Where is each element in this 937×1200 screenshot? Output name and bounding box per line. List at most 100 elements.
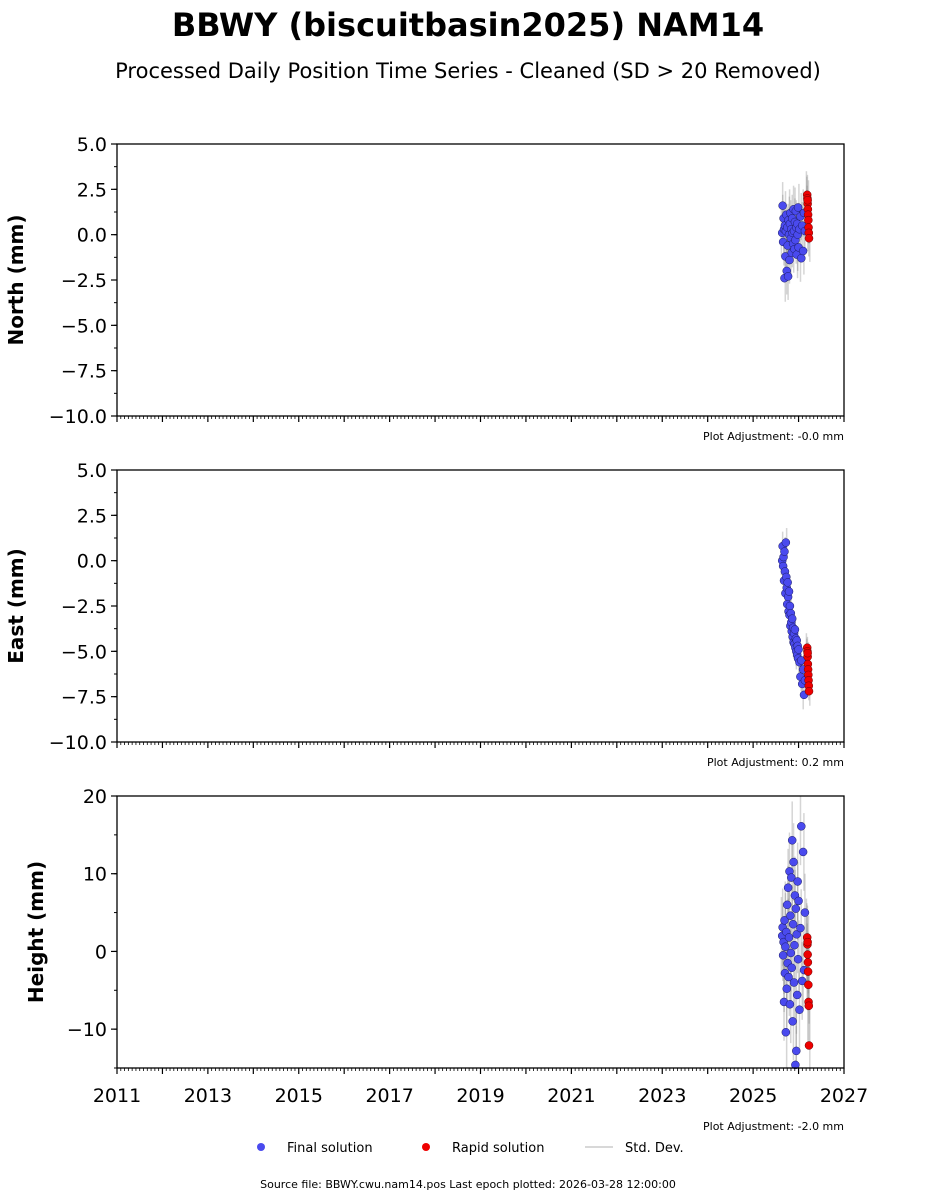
- rapid-point: [803, 950, 812, 959]
- chart-title: BBWY (biscuitbasin2025) NAM14: [172, 6, 764, 44]
- rapid-point: [804, 215, 813, 225]
- y-tick-label: 5.0: [77, 134, 107, 156]
- x-tick-label: 2019: [456, 1085, 504, 1107]
- legend-final-label: Final solution: [287, 1141, 373, 1156]
- final-point: [784, 587, 794, 596]
- x-tick-label: 2021: [547, 1085, 595, 1107]
- final-point: [781, 538, 791, 547]
- final-point: [778, 201, 787, 210]
- y-tick-label: −10.0: [49, 732, 107, 754]
- final-point: [797, 976, 807, 986]
- plot-frame: [116, 469, 845, 743]
- final-point: [795, 1005, 804, 1014]
- final-point: [794, 645, 803, 654]
- x-tick-label: 2015: [275, 1085, 323, 1107]
- legend-final-marker: [257, 1143, 265, 1151]
- y-axis-label: North (mm): [4, 214, 28, 345]
- final-point: [798, 847, 808, 857]
- panel-north: 5.0 2.5 0.0 −2.5 −5.0 −7.5 −10.0 North (mm) Plot…: [4, 134, 845, 443]
- final-point: [784, 972, 793, 982]
- y-tick-label: 0.0: [77, 551, 107, 573]
- plot-frame: [116, 143, 845, 417]
- final-point: [783, 883, 793, 892]
- final-point: [787, 873, 796, 882]
- final-point: [800, 908, 810, 917]
- final-point: [787, 836, 797, 845]
- panel-east: 5.0 2.5 0.0 −2.5 −5.0 −7.5 −10.0 East (mm) Plot …: [4, 460, 845, 769]
- final-point: [782, 900, 792, 910]
- x-tick-label: 2023: [638, 1085, 686, 1107]
- x-tick-label: 2027: [820, 1085, 868, 1107]
- final-point: [786, 911, 795, 920]
- y-axis-label: East (mm): [4, 548, 28, 664]
- legend-rapid-label: Rapid solution: [452, 1141, 544, 1156]
- x-tick-label: 2025: [729, 1085, 777, 1107]
- final-point: [784, 933, 794, 942]
- final-point: [793, 877, 802, 886]
- y-tick-label: 5.0: [77, 460, 107, 482]
- final-point: [796, 923, 805, 933]
- x-tick-label: 2013: [184, 1085, 232, 1107]
- rapid-point: [804, 234, 814, 243]
- plot-adjustment: Plot Adjustment: -2.0 mm: [703, 1120, 844, 1133]
- final-point: [787, 614, 797, 623]
- panel-height: 20 10 0 −10 2011 2013 2015 2017 2019 2021 2023 2025…: [24, 786, 868, 1133]
- final-point: [788, 1017, 797, 1026]
- y-tick-label: −7.5: [61, 361, 107, 383]
- final-point: [794, 896, 803, 906]
- final-point: [781, 1028, 791, 1037]
- rapid-point: [803, 648, 812, 658]
- final-point: [797, 822, 806, 831]
- final-point: [783, 578, 792, 587]
- final-point: [797, 656, 806, 665]
- final-point: [778, 951, 788, 960]
- y-axis-label: Height (mm): [24, 861, 48, 1003]
- y-tick-label: −2.5: [61, 270, 107, 292]
- plot-frame: [116, 795, 845, 1069]
- final-point: [797, 253, 806, 263]
- y-tick-label: 20: [83, 786, 107, 808]
- final-point: [783, 272, 793, 281]
- plot-adjustment: Plot Adjustment: 0.2 mm: [707, 756, 844, 769]
- rapid-point: [803, 958, 813, 967]
- legend-sd-label: Std. Dev.: [625, 1141, 684, 1156]
- y-tick-label: −10: [67, 1019, 107, 1041]
- y-tick-label: −10.0: [49, 406, 107, 428]
- rapid-point: [804, 1041, 814, 1050]
- final-point: [780, 547, 789, 556]
- y-tick-label: 0: [95, 941, 107, 963]
- final-point: [790, 625, 800, 634]
- legend-rapid-marker: [422, 1143, 430, 1151]
- rapid-point: [803, 195, 812, 205]
- x-tick-label: 2011: [93, 1085, 141, 1107]
- chart-subtitle: Processed Daily Position Time Series - C…: [115, 59, 821, 83]
- y-tick-label: 2.5: [77, 179, 107, 201]
- final-point: [785, 1000, 795, 1009]
- final-point: [781, 942, 790, 952]
- final-point: [786, 948, 796, 958]
- final-point: [793, 954, 803, 964]
- y-tick-label: −2.5: [61, 596, 107, 618]
- y-tick-label: 0.0: [77, 225, 107, 247]
- plot-adjustment: Plot Adjustment: -0.0 mm: [703, 430, 844, 443]
- y-tick-label: −5.0: [61, 315, 107, 337]
- rapid-point: [803, 937, 812, 947]
- final-point: [792, 1046, 801, 1056]
- final-point: [792, 990, 802, 1000]
- y-tick-label: 2.5: [77, 505, 107, 527]
- final-point: [782, 984, 791, 993]
- final-point: [793, 203, 803, 212]
- final-point: [788, 919, 798, 929]
- rapid-point: [803, 967, 813, 976]
- final-point: [785, 255, 794, 265]
- final-point: [789, 978, 799, 987]
- source-note: Source file: BBWY.cwu.nam14.pos Last epo…: [260, 1178, 676, 1191]
- y-tick-label: 10: [83, 864, 107, 886]
- legend: Final solution Rapid solution Std. Dev.: [257, 1141, 684, 1156]
- final-point: [780, 916, 789, 925]
- final-point: [789, 857, 798, 867]
- final-point: [790, 940, 799, 950]
- final-point: [792, 930, 801, 939]
